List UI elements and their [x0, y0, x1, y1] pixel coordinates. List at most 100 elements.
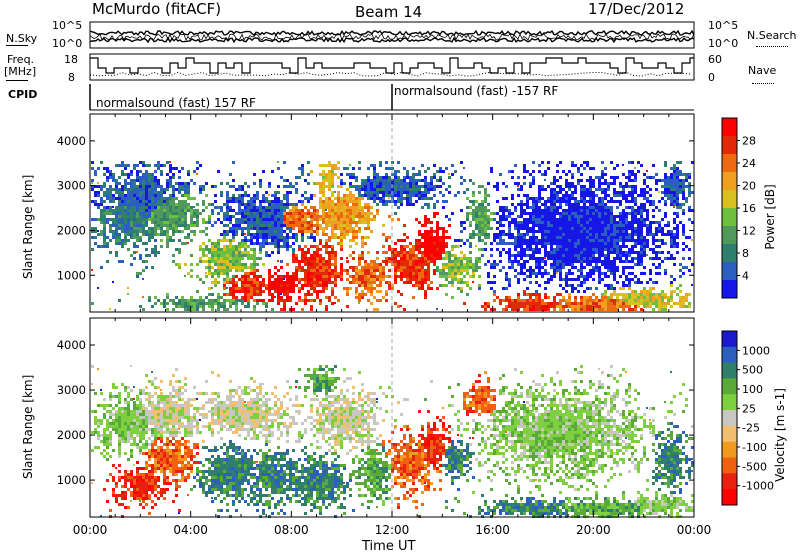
- heatmap-cell: [478, 257, 481, 260]
- heatmap-cell: [163, 206, 166, 209]
- heatmap-cell: [340, 230, 343, 233]
- heatmap-cell: [253, 260, 256, 263]
- heatmap-cell: [490, 263, 493, 266]
- heatmap-cell: [142, 233, 145, 236]
- heatmap-cell: [559, 260, 562, 263]
- heatmap-cell: [325, 233, 328, 236]
- heatmap-cell: [142, 161, 145, 164]
- heatmap-cell: [460, 221, 463, 224]
- heatmap-cell: [310, 293, 313, 296]
- heatmap-cell: [616, 239, 619, 242]
- heatmap-cell: [619, 305, 622, 308]
- heatmap-cell: [436, 287, 439, 290]
- heatmap-cell: [142, 176, 145, 179]
- heatmap-cell: [529, 257, 532, 260]
- heatmap-cell: [178, 230, 181, 233]
- heatmap-cell: [505, 308, 508, 311]
- heatmap-cell: [169, 209, 172, 212]
- heatmap-cell: [313, 230, 316, 233]
- heatmap-cell: [277, 230, 280, 233]
- heatmap-cell: [310, 218, 313, 221]
- heatmap-cell: [568, 209, 571, 212]
- heatmap-cell: [601, 170, 604, 173]
- heatmap-cell: [484, 206, 487, 209]
- heatmap-cell: [343, 194, 346, 197]
- heatmap-cell: [538, 215, 541, 218]
- heatmap-cell: [613, 224, 616, 227]
- heatmap-cell: [109, 176, 112, 179]
- heatmap-cell: [151, 215, 154, 218]
- heatmap-cell: [238, 248, 241, 251]
- heatmap-cell: [421, 179, 424, 182]
- heatmap-cell: [565, 257, 568, 260]
- heatmap-cell: [502, 266, 505, 269]
- heatmap-cell: [262, 302, 265, 305]
- heatmap-cell: [553, 299, 556, 302]
- heatmap-cell: [637, 224, 640, 227]
- heatmap-cell: [595, 260, 598, 263]
- heatmap-cell: [118, 215, 121, 218]
- heatmap-cell: [463, 269, 466, 272]
- heatmap-cell: [196, 224, 199, 227]
- heatmap-cell: [580, 242, 583, 245]
- heatmap-cell: [556, 224, 559, 227]
- heatmap-cell: [421, 191, 424, 194]
- heatmap-cell: [154, 296, 157, 299]
- heatmap-speck: [646, 170, 648, 172]
- heatmap-cell: [568, 221, 571, 224]
- heatmap-cell: [160, 302, 163, 305]
- heatmap-cell: [100, 188, 103, 191]
- heatmap-cell: [655, 302, 658, 305]
- heatmap-cell: [94, 200, 97, 203]
- heatmap-cell: [538, 239, 541, 242]
- heatmap-cell: [220, 302, 223, 305]
- heatmap-cell: [184, 215, 187, 218]
- heatmap-cell: [634, 296, 637, 299]
- heatmap-cell: [169, 299, 172, 302]
- heatmap-cell: [589, 197, 592, 200]
- heatmap-cell: [163, 209, 166, 212]
- heatmap-cell: [484, 302, 487, 305]
- heatmap-cell: [148, 230, 151, 233]
- heatmap-cell: [298, 209, 301, 212]
- heatmap-cell: [580, 281, 583, 284]
- heatmap-cell: [628, 233, 631, 236]
- heatmap-cell: [508, 227, 511, 230]
- heatmap-cell: [643, 305, 646, 308]
- heatmap-cell: [433, 164, 436, 167]
- heatmap-cell: [568, 215, 571, 218]
- heatmap-cell: [592, 197, 595, 200]
- heatmap-cell: [169, 212, 172, 215]
- heatmap-cell: [208, 269, 211, 272]
- heatmap-cell: [226, 215, 229, 218]
- heatmap-cell: [445, 278, 448, 281]
- heatmap-cell: [637, 296, 640, 299]
- heatmap-cell: [274, 197, 277, 200]
- heatmap-cell: [580, 197, 583, 200]
- heatmap-cell: [511, 263, 514, 266]
- heatmap-cell: [268, 254, 271, 257]
- heatmap-cell: [100, 185, 103, 188]
- heatmap-cell: [295, 221, 298, 224]
- heatmap-cell: [277, 239, 280, 242]
- heatmap-cell: [559, 284, 562, 287]
- heatmap-cell: [373, 200, 376, 203]
- heatmap-cell: [208, 299, 211, 302]
- heatmap-cell: [502, 239, 505, 242]
- heatmap-cell: [166, 212, 169, 215]
- heatmap-cell: [352, 230, 355, 233]
- heatmap-cell: [313, 272, 316, 275]
- heatmap-cell: [241, 212, 244, 215]
- heatmap-cell: [571, 236, 574, 239]
- heatmap-cell: [253, 305, 256, 308]
- heatmap-cell: [505, 272, 508, 275]
- heatmap-cell: [670, 182, 673, 185]
- heatmap-cell: [523, 224, 526, 227]
- heatmap-cell: [211, 224, 214, 227]
- heatmap-cell: [232, 209, 235, 212]
- heatmap-cell: [400, 239, 403, 242]
- heatmap-cell: [394, 251, 397, 254]
- heatmap-cell: [598, 278, 601, 281]
- heatmap-cell: [469, 287, 472, 290]
- heatmap-cell: [310, 206, 313, 209]
